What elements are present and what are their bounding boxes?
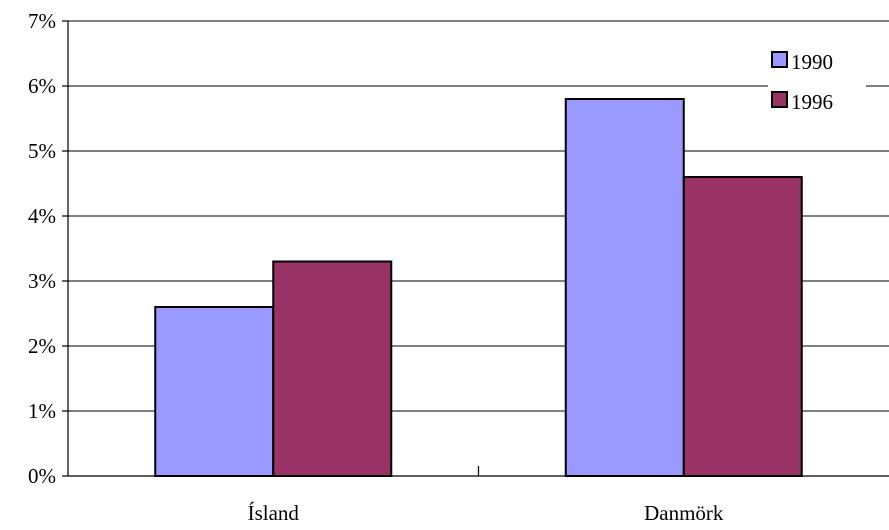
- bar-1990-0: [154, 306, 275, 477]
- x-category-label-1: Danmörk: [644, 501, 724, 525]
- axes: [62, 20, 889, 477]
- y-tick-label-4: 4%: [28, 204, 56, 228]
- bar-1996-0: [272, 260, 393, 477]
- y-tick-label-6: 6%: [28, 74, 56, 98]
- legend-label-1996: 1996: [791, 90, 833, 114]
- bars: [154, 98, 803, 477]
- y-tick-labels: 0% 1% 2% 3% 4% 5% 6% 7%: [28, 9, 56, 488]
- x-category-label-0: Ísland: [248, 501, 300, 525]
- y-tick-label-1: 1%: [28, 399, 56, 423]
- legend: 1990 1996: [768, 38, 866, 124]
- y-tick-label-7: 7%: [28, 9, 56, 33]
- y-tick-label-2: 2%: [28, 334, 56, 358]
- bar-1996-1: [682, 176, 803, 477]
- legend-swatch-1996: [771, 91, 788, 108]
- y-tick-label-3: 3%: [28, 269, 56, 293]
- legend-label-1990: 1990: [791, 50, 833, 74]
- category-labels: Ísland Danmörk: [248, 501, 724, 525]
- bar-1990-1: [564, 98, 685, 477]
- legend-swatch-1990: [771, 51, 788, 68]
- y-tick-label-0: 0%: [28, 464, 56, 488]
- y-tick-label-5: 5%: [28, 139, 56, 163]
